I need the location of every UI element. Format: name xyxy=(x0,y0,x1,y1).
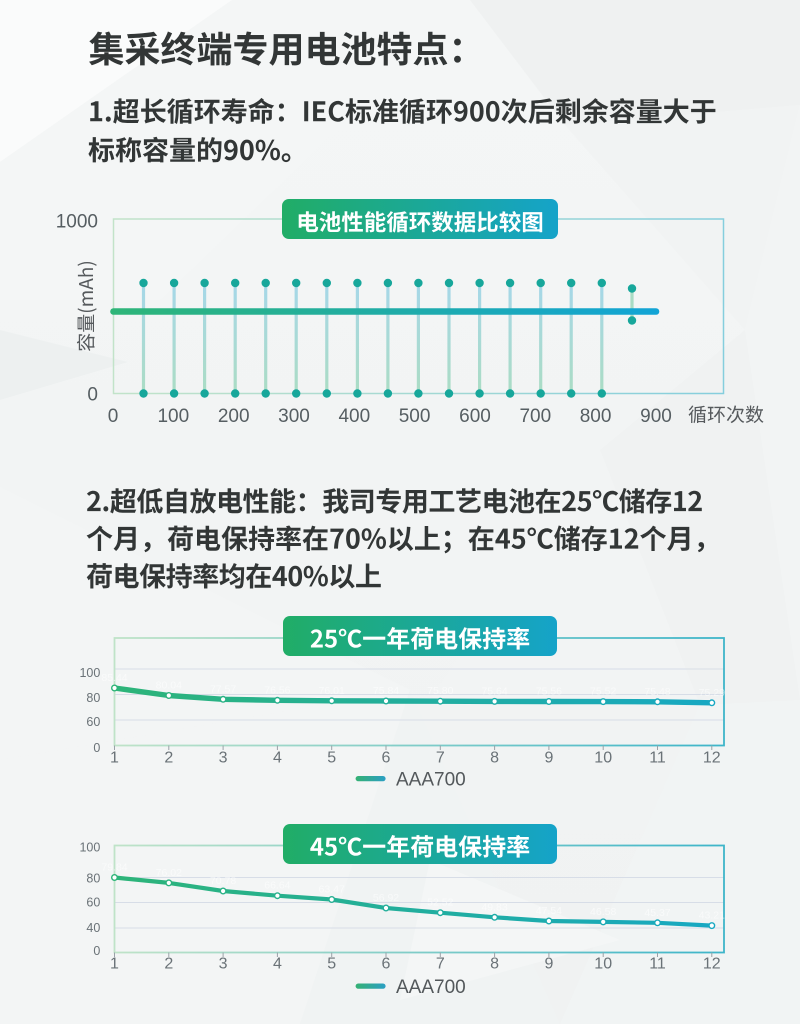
svg-text:75.80: 75.80 xyxy=(427,685,453,697)
svg-text:3: 3 xyxy=(219,956,228,973)
svg-text:11: 11 xyxy=(649,956,666,973)
svg-text:8: 8 xyxy=(490,750,499,767)
svg-text:76.02: 76.02 xyxy=(156,867,182,879)
svg-text:500: 500 xyxy=(399,406,431,427)
svg-text:12: 12 xyxy=(703,750,721,767)
svg-text:45.37: 45.37 xyxy=(644,907,670,919)
svg-text:60: 60 xyxy=(86,895,100,909)
svg-text:66.64: 66.64 xyxy=(264,880,290,892)
svg-text:80.04: 80.04 xyxy=(156,680,182,692)
svg-text:80: 80 xyxy=(86,872,100,886)
svg-text:1: 1 xyxy=(110,956,119,973)
svg-text:77.57: 77.57 xyxy=(210,683,236,695)
svg-text:10: 10 xyxy=(594,956,612,973)
svg-text:2: 2 xyxy=(164,750,173,767)
svg-text:76.01: 76.01 xyxy=(319,685,345,697)
svg-text:6: 6 xyxy=(382,750,391,767)
svg-text:75.29: 75.29 xyxy=(699,687,725,699)
svg-text:1000: 1000 xyxy=(56,212,98,233)
svg-text:3: 3 xyxy=(219,750,228,767)
svg-text:75.52: 75.52 xyxy=(590,686,616,698)
svg-text:76.56: 76.56 xyxy=(264,684,290,696)
svg-text:60: 60 xyxy=(86,715,100,729)
svg-text:75.48: 75.48 xyxy=(644,686,670,698)
svg-text:AAA700: AAA700 xyxy=(396,977,466,998)
svg-text:8: 8 xyxy=(490,956,499,973)
svg-text:49.83: 49.83 xyxy=(481,901,507,913)
svg-text:12: 12 xyxy=(703,956,721,973)
svg-text:9: 9 xyxy=(544,956,553,973)
svg-text:80: 80 xyxy=(86,691,100,705)
svg-text:43.21: 43.21 xyxy=(699,910,725,922)
svg-text:46.58: 46.58 xyxy=(590,906,616,918)
svg-text:900: 900 xyxy=(640,406,672,427)
svg-text:4: 4 xyxy=(273,956,282,973)
svg-text:75.64: 75.64 xyxy=(481,685,507,697)
svg-text:4: 4 xyxy=(273,750,282,767)
svg-text:75.84: 75.84 xyxy=(373,685,399,697)
svg-text:56.92: 56.92 xyxy=(373,892,399,904)
svg-text:300: 300 xyxy=(278,406,310,427)
svg-text:100: 100 xyxy=(157,406,189,427)
svg-text:600: 600 xyxy=(459,406,491,427)
svg-text:9: 9 xyxy=(544,750,553,767)
svg-text:70.78: 70.78 xyxy=(210,875,236,887)
svg-text:7: 7 xyxy=(436,956,445,973)
svg-text:10: 10 xyxy=(594,750,612,767)
svg-text:75.56: 75.56 xyxy=(536,686,562,698)
svg-text:800: 800 xyxy=(580,406,612,427)
svg-text:47.54: 47.54 xyxy=(536,905,562,917)
svg-text:40: 40 xyxy=(86,921,100,935)
svg-text:0: 0 xyxy=(108,406,119,427)
svg-text:100: 100 xyxy=(79,841,100,855)
svg-text:1: 1 xyxy=(110,750,119,767)
svg-text:200: 200 xyxy=(218,406,250,427)
svg-text:52.52: 52.52 xyxy=(427,897,453,909)
svg-text:400: 400 xyxy=(338,406,370,427)
svg-text:79.84: 79.84 xyxy=(101,862,127,874)
svg-text:0: 0 xyxy=(93,741,100,755)
svg-text:700: 700 xyxy=(519,406,551,427)
svg-text:5: 5 xyxy=(327,956,336,973)
svg-text:2: 2 xyxy=(164,956,173,973)
svg-text:0: 0 xyxy=(93,944,100,958)
svg-text:5: 5 xyxy=(327,750,336,767)
svg-text:0: 0 xyxy=(87,384,98,405)
svg-text:7: 7 xyxy=(436,750,445,767)
svg-text:6: 6 xyxy=(382,956,391,973)
svg-text:85.44: 85.44 xyxy=(101,672,127,684)
svg-text:100: 100 xyxy=(79,666,100,680)
svg-text:63.47: 63.47 xyxy=(319,884,345,896)
svg-text:11: 11 xyxy=(649,750,666,767)
svg-text:AAA700: AAA700 xyxy=(396,770,466,791)
